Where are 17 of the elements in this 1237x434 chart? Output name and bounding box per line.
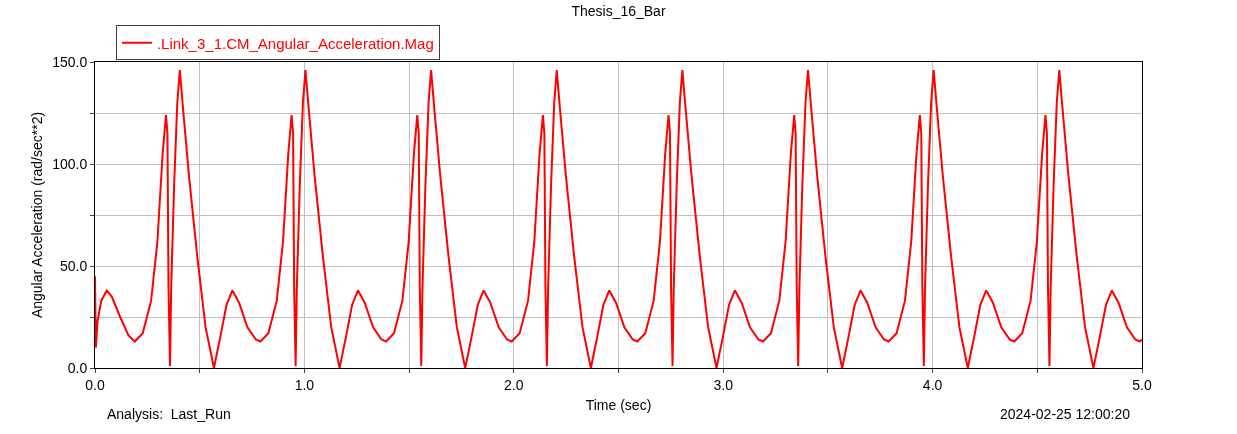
chart-title: Thesis_16_Bar <box>571 3 666 20</box>
x-tick-label: 2.0 <box>504 376 524 393</box>
text: 2024-02-25 12:00:20 <box>1000 406 1131 422</box>
x-tick-label: 0.0 <box>85 376 105 393</box>
y-axis-title: Angular Acceleration (rad/sec**2) <box>28 111 45 319</box>
x-tick-label: 4.0 <box>922 376 943 393</box>
x-tick-label: 3.0 <box>713 376 734 393</box>
x-tick-label: 5.0 <box>1132 376 1152 393</box>
line-series <box>95 69 1142 368</box>
text: Analysis: Last_Run <box>107 406 231 422</box>
x-tick-label: 1.0 <box>294 376 315 393</box>
y-tick-label: 100.0 <box>52 155 88 172</box>
y-tick-label: 50.0 <box>59 257 88 274</box>
legend-label: .Link_3_1.CM_Angular_Acceleration.Mag <box>156 34 434 52</box>
y-tick-label: 150.0 <box>52 53 88 70</box>
x-axis-title: Time (sec) <box>585 397 652 414</box>
y-tick-label: 0.0 <box>67 359 88 376</box>
